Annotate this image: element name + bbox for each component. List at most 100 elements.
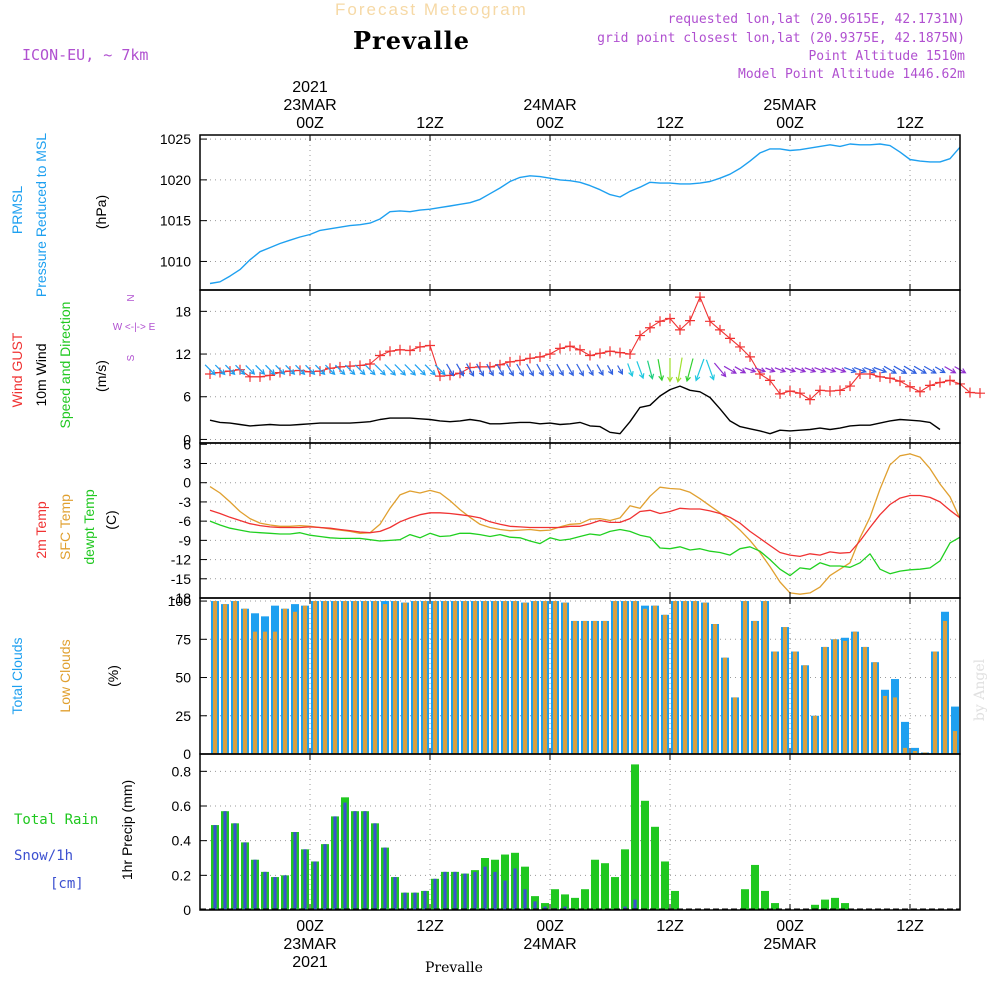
wind-direction-arrow	[617, 365, 624, 375]
low-cloud-bar	[293, 611, 297, 754]
wind-direction-arrow	[334, 364, 346, 376]
low-cloud-bar	[953, 731, 957, 754]
gust-marker	[645, 322, 655, 333]
snow-bar	[403, 892, 407, 910]
gust-marker	[895, 376, 905, 387]
y-tick-label: -12	[171, 552, 191, 568]
gust-marker	[695, 292, 705, 303]
wind-direction-arrow	[824, 367, 837, 373]
rain-bar	[591, 859, 599, 910]
snow-bar	[633, 899, 637, 910]
snow-bar	[273, 877, 277, 910]
low-cloud-bar	[733, 697, 737, 754]
y-tick-label: 0.2	[172, 867, 192, 883]
snow-bar	[343, 802, 347, 910]
rain-bar	[841, 903, 849, 910]
panel-frame-pressure	[199, 134, 961, 291]
low-cloud-bar	[873, 662, 877, 754]
low-cloud-bar	[393, 601, 397, 754]
gust-marker	[565, 341, 575, 352]
date-label-bottom: 25MAR	[763, 936, 816, 953]
gust-marker	[825, 386, 835, 397]
gust-marker	[435, 371, 445, 382]
wind-direction-arrow	[265, 364, 276, 376]
y-tick-label: -3	[179, 494, 192, 510]
snow-label: Snow/1h	[14, 848, 73, 864]
y-tick-label: 3	[183, 455, 191, 471]
low-cloud-bar	[453, 601, 457, 754]
low-cloud-bar	[463, 601, 467, 754]
wind-unit: (m/s)	[93, 360, 109, 392]
y-tick-label: 0	[183, 902, 191, 918]
gust-marker	[245, 371, 255, 382]
snow-bar	[353, 811, 357, 910]
low-cloud-bar	[243, 608, 247, 754]
snow-bar	[623, 906, 627, 910]
low-cloud-bar	[823, 646, 827, 754]
wind-direction-arrow	[765, 367, 776, 373]
wind-direction-arrow	[784, 367, 797, 373]
wind-direction-arrow	[546, 363, 554, 377]
time-label-bottom: 12Z	[416, 918, 444, 935]
wind-direction-arrow	[324, 364, 336, 376]
gust-marker	[325, 363, 335, 374]
snow-bar	[533, 901, 537, 910]
gust-marker	[785, 386, 795, 397]
low-cloud-bar	[773, 651, 777, 754]
low-cloud-bar	[593, 620, 597, 754]
wind-direction-arrow	[374, 364, 386, 376]
temp2m-line	[209, 494, 961, 558]
low-cloud-bar	[283, 608, 287, 754]
snow-bar	[453, 871, 457, 910]
y-tick-label: 1020	[160, 172, 191, 188]
rain-bar	[601, 863, 609, 910]
snow-bar	[543, 906, 547, 910]
low-cloud-bar	[813, 715, 817, 754]
gust-marker	[355, 360, 365, 371]
snow-bar	[263, 871, 267, 910]
low-cloud-bar	[943, 620, 947, 754]
low-cloud-bar	[433, 601, 437, 754]
frames-layer	[199, 134, 961, 911]
rain-bar	[631, 764, 639, 910]
y-tick-label: 25	[175, 708, 191, 724]
wind-direction-arrow	[883, 365, 897, 374]
gust-marker	[765, 375, 775, 386]
y-tick-label: 0.8	[172, 763, 192, 779]
gust-marker	[585, 350, 595, 361]
gust-marker	[725, 333, 735, 344]
wind-direction-arrow	[606, 365, 614, 376]
wind-direction-arrow	[394, 364, 407, 376]
location-title: Prevalle	[353, 26, 470, 55]
low-cloud-bar	[313, 601, 317, 754]
gust-marker	[775, 388, 785, 399]
gust-marker	[545, 349, 555, 360]
low-cloud-bar	[333, 601, 337, 754]
low-cloud-bar	[543, 601, 547, 754]
snow-bar	[563, 906, 567, 910]
wind-direction-arrow	[844, 367, 857, 374]
wind-direction-arrow	[586, 364, 594, 377]
low-cloud-bar	[483, 601, 487, 754]
gust-marker	[515, 355, 525, 366]
gust-marker	[625, 349, 635, 360]
wind-direction-arrow	[446, 363, 455, 377]
panel-frame-wind	[199, 289, 961, 444]
axes-layer: 1010101510201025061218-18-15-12-9-6-3036…	[160, 79, 924, 971]
wind-direction-arrow	[214, 364, 226, 376]
gust-marker	[915, 386, 925, 397]
temp2m-label: 2m Temp	[33, 501, 49, 559]
y-tick-label: 1015	[160, 213, 191, 229]
low-cloud-bar	[763, 601, 767, 754]
y-tick-label: 0	[183, 431, 191, 447]
low-cloud-bar	[383, 604, 387, 754]
gust-marker	[735, 341, 745, 352]
wind-direction-arrow	[456, 363, 465, 377]
rain-bar	[611, 877, 619, 910]
gust-marker	[885, 373, 895, 384]
precip-axis-labels: Total Rain Snow/1h [cm] 1hr Precip (mm)	[14, 780, 135, 892]
y-tick-label: -9	[179, 532, 192, 548]
gust-marker	[595, 348, 605, 359]
low-cloud-bar	[623, 601, 627, 754]
wind-direction-arrow	[354, 364, 366, 376]
